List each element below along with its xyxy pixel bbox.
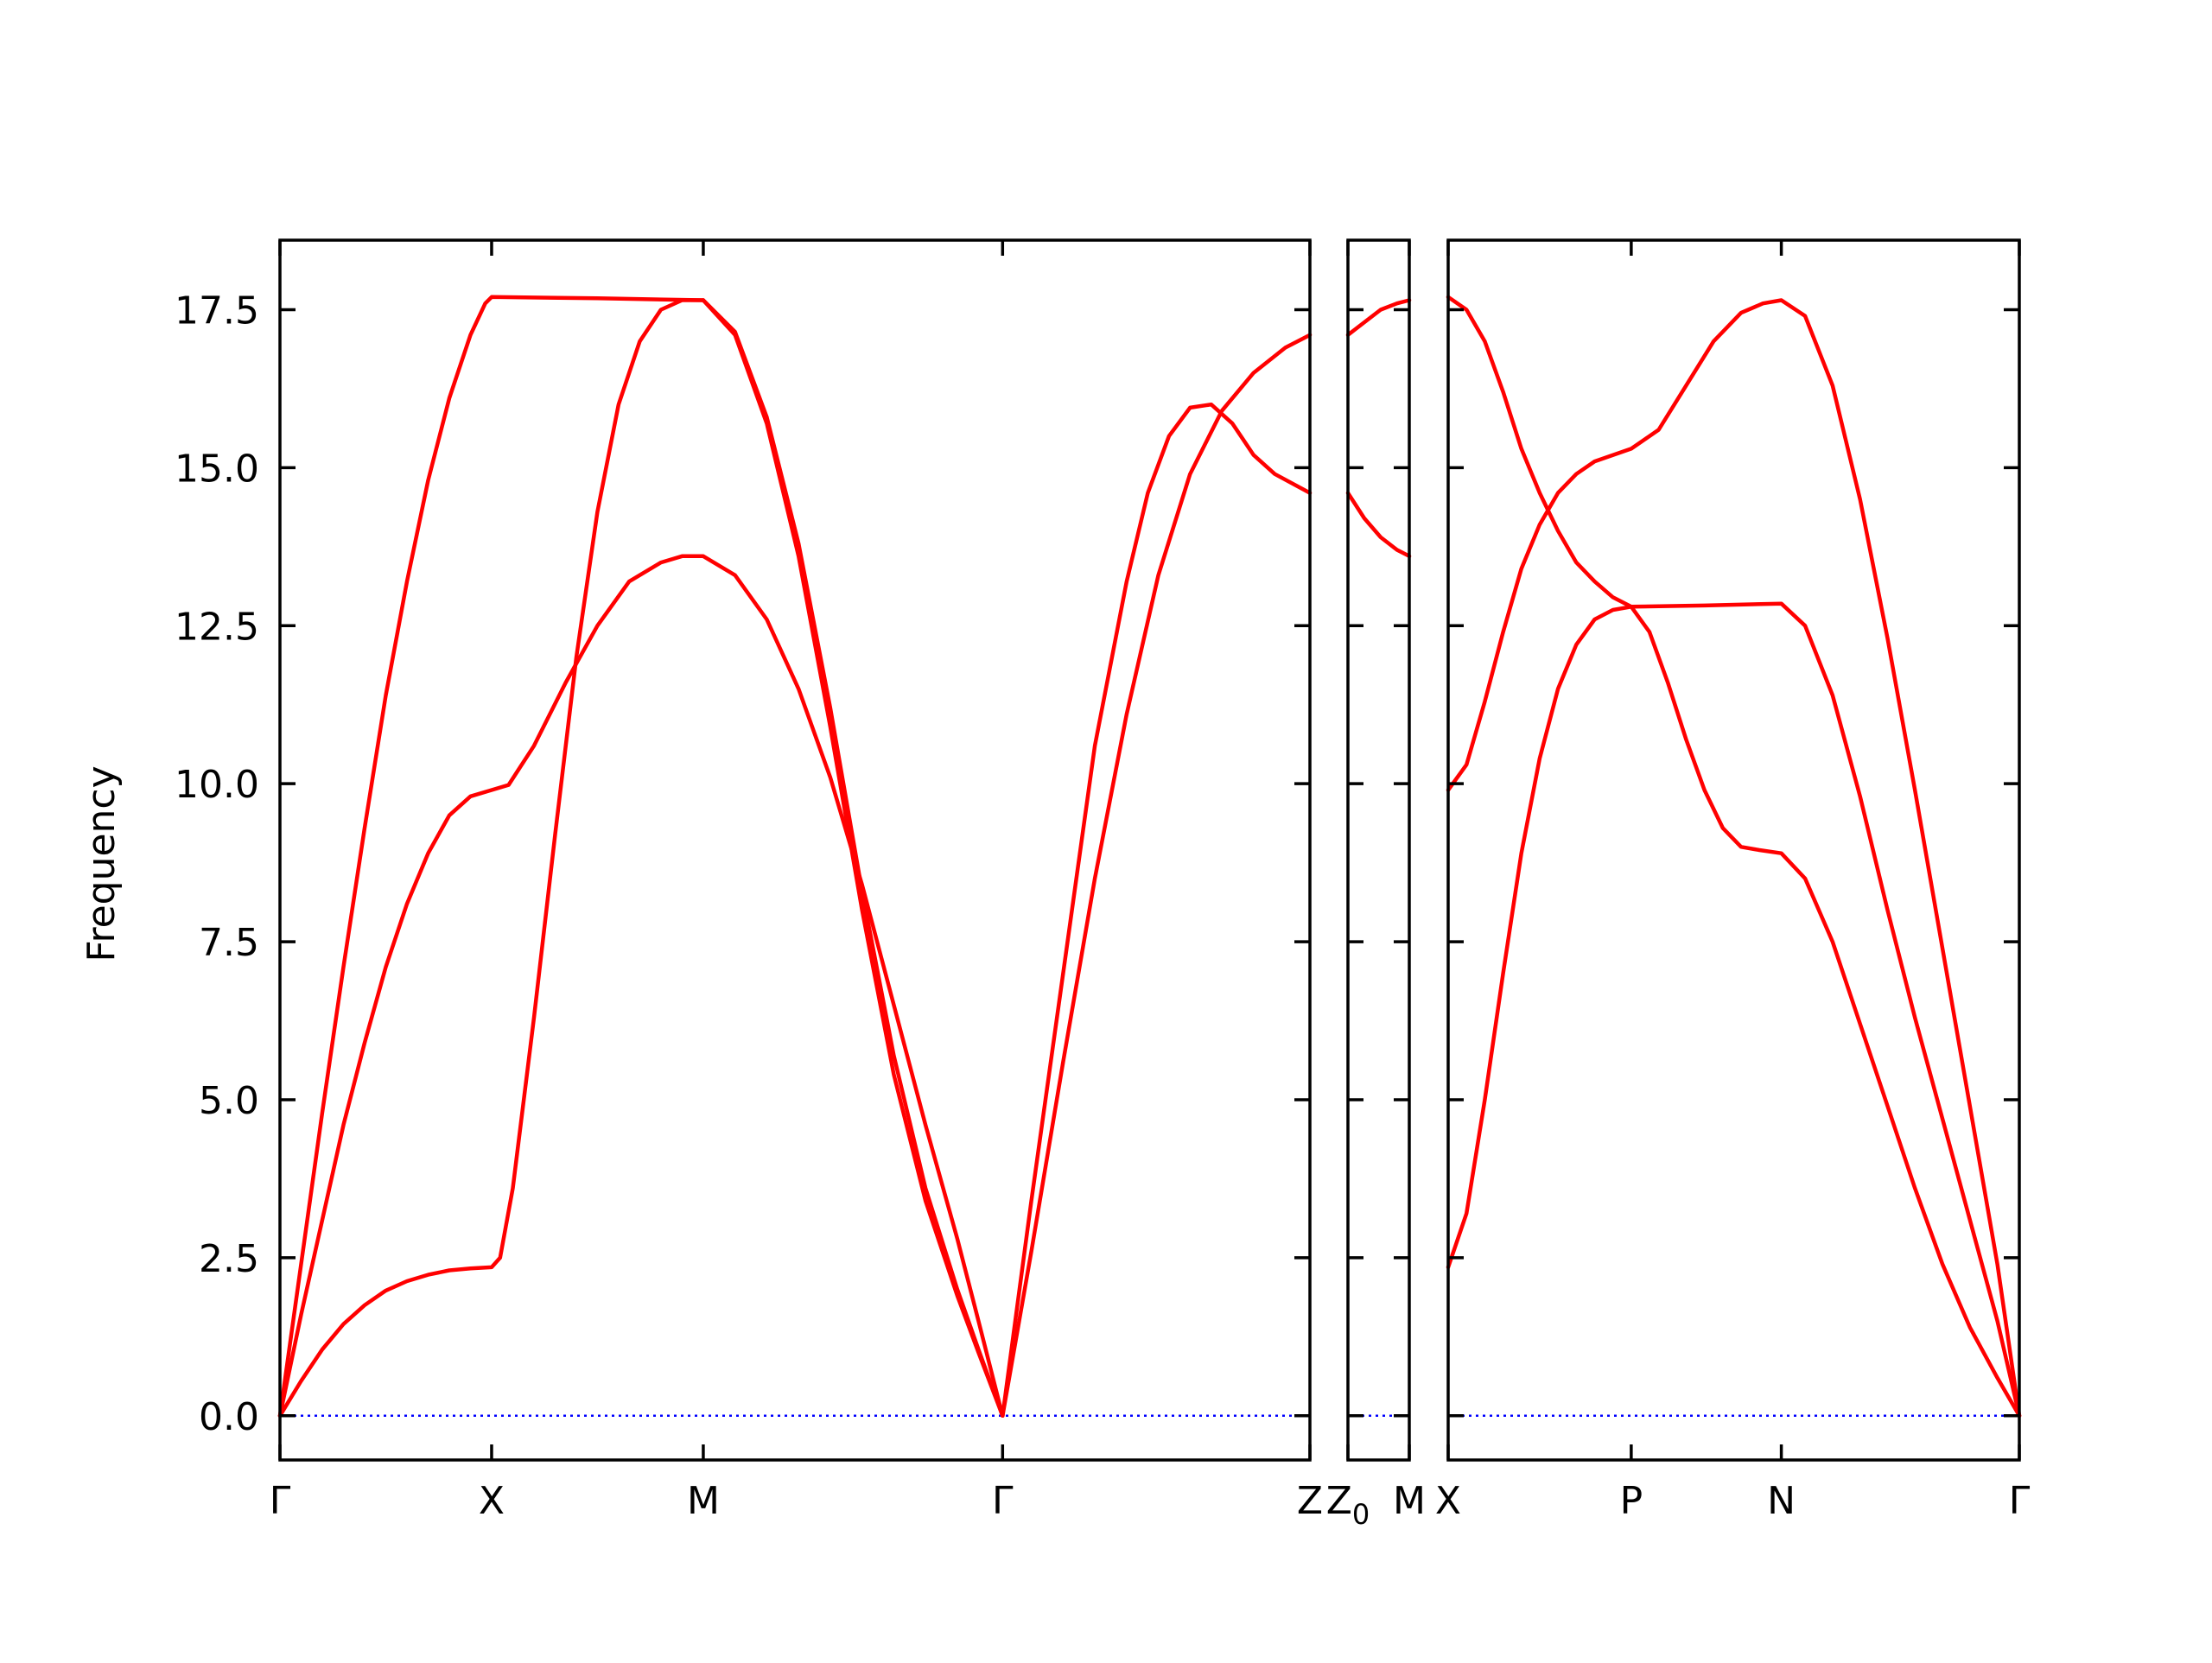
y-tick-label: 0.0 [199, 1395, 259, 1439]
x-tick-subscript: 0 [1352, 1498, 1370, 1531]
band-line [1446, 605, 2022, 1419]
y-axis-label: Frequency [79, 765, 124, 962]
y-tick-label: 7.5 [199, 921, 259, 965]
x-tick-label: P [1620, 1479, 1643, 1523]
x-tick-label: X [479, 1479, 505, 1523]
x-tick-label: M [1393, 1479, 1426, 1523]
band-line [1001, 402, 1313, 1419]
x-tick-label: X [1435, 1479, 1461, 1523]
band-line [701, 298, 1005, 1419]
x-tick-label: M [687, 1479, 720, 1523]
y-tick-label: 17.5 [175, 289, 259, 333]
x-tick-label: Z [1297, 1479, 1323, 1523]
band-line [1446, 298, 2022, 1419]
band-line [1446, 295, 2022, 1419]
band-line [1001, 333, 1313, 1419]
axes-frame [278, 238, 1312, 1462]
y-tick-label: 2.5 [199, 1237, 259, 1281]
axes-frame [1346, 238, 1411, 1462]
x-tick-label: Γ [2009, 1479, 2031, 1523]
y-tick-label: 15.0 [175, 447, 259, 491]
band-line [277, 298, 1005, 1419]
tick-labels: Γ X M Γ Z Z0 M X P N Γ0.02.55.07.510.012.515.017.5 [175, 289, 2031, 1531]
band-line [1345, 298, 1412, 337]
axes-frames [278, 238, 2021, 1462]
y-tick-label: 10.0 [175, 763, 259, 807]
band-line [277, 295, 706, 1419]
tick-marks [278, 240, 2021, 1460]
band-line [1345, 491, 1412, 559]
y-tick-label: 12.5 [175, 605, 259, 649]
x-tick-label: Γ [270, 1479, 291, 1523]
series-lines [277, 295, 2022, 1419]
x-tick-label: Z0 [1326, 1479, 1370, 1531]
y-tick-label: 5.0 [199, 1079, 259, 1123]
axes-frame [1446, 238, 2021, 1462]
x-tick-label: N [1767, 1479, 1796, 1523]
band-line [277, 554, 1005, 1419]
x-tick-label: Γ [992, 1479, 1014, 1523]
